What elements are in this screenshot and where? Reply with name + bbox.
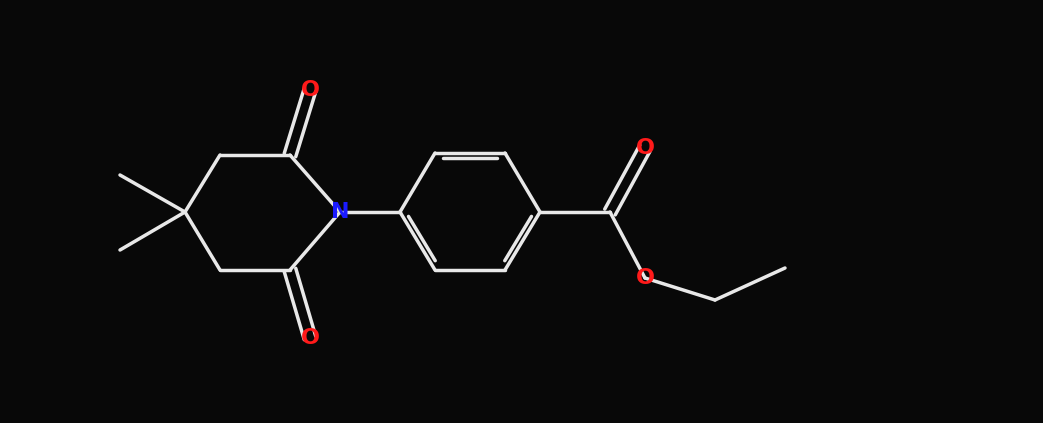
Text: N: N <box>331 202 349 222</box>
Text: O: O <box>635 268 655 288</box>
Text: O: O <box>300 328 319 348</box>
Text: O: O <box>300 80 319 100</box>
Text: O: O <box>635 138 655 158</box>
